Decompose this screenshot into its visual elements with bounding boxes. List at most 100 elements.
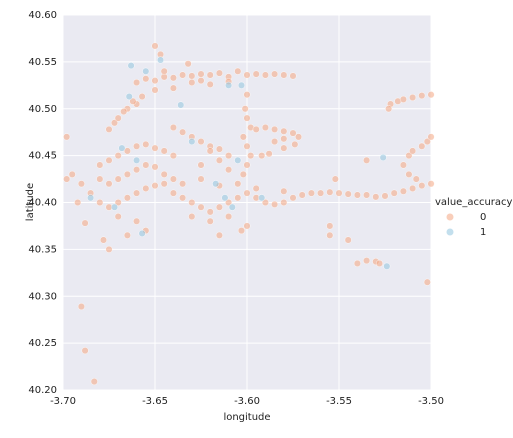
point <box>114 198 122 206</box>
point <box>423 278 431 286</box>
point <box>169 175 177 183</box>
point <box>271 138 279 146</box>
point <box>423 138 431 146</box>
point <box>344 190 352 198</box>
point <box>169 189 177 197</box>
point <box>289 129 297 137</box>
point <box>215 156 223 164</box>
point <box>105 156 113 164</box>
point <box>385 105 393 113</box>
point <box>399 161 407 169</box>
point <box>114 114 122 122</box>
point <box>225 81 233 89</box>
point <box>151 144 159 152</box>
point <box>151 77 159 85</box>
point <box>123 231 131 239</box>
point <box>225 213 233 221</box>
point <box>142 140 150 148</box>
point <box>372 193 380 201</box>
point <box>418 142 426 150</box>
point <box>258 194 266 202</box>
point <box>225 198 233 206</box>
point <box>243 161 251 169</box>
y-tick-label: 40.50 <box>28 104 57 115</box>
point <box>212 180 220 188</box>
point <box>142 75 150 83</box>
point <box>252 70 260 78</box>
point <box>298 191 306 199</box>
point <box>409 147 417 155</box>
point <box>353 191 361 199</box>
point <box>125 93 133 101</box>
point <box>375 259 383 267</box>
y-tick-label: 40.55 <box>28 57 57 68</box>
point <box>331 175 339 183</box>
point <box>317 189 325 197</box>
point <box>215 69 223 77</box>
x-tick-label: -3.55 <box>326 396 352 407</box>
point <box>96 175 104 183</box>
point <box>280 127 288 135</box>
legend-marker <box>446 228 454 236</box>
point <box>280 198 288 206</box>
point <box>237 81 245 89</box>
point <box>133 166 141 174</box>
legend-label: 0 <box>480 212 486 223</box>
point <box>405 152 413 160</box>
point <box>111 203 119 211</box>
y-axis-label: latitude <box>25 183 36 221</box>
point <box>390 189 398 197</box>
point <box>123 194 131 202</box>
point <box>383 262 391 270</box>
point <box>280 71 288 79</box>
point <box>179 71 187 79</box>
point <box>133 78 141 86</box>
point <box>261 71 269 79</box>
point <box>179 180 187 188</box>
point <box>427 180 435 188</box>
point <box>188 138 196 146</box>
point <box>151 86 159 94</box>
point <box>197 138 205 146</box>
point <box>77 180 85 188</box>
point <box>412 175 420 183</box>
x-tick-label: -3.70 <box>50 396 76 407</box>
point <box>381 192 389 200</box>
y-tick-label: 40.45 <box>28 151 57 162</box>
legend-title: value_accuracy <box>435 197 513 208</box>
point <box>160 180 168 188</box>
point <box>243 91 251 99</box>
point <box>252 184 260 192</box>
point <box>307 189 315 197</box>
point <box>157 56 165 64</box>
point <box>123 147 131 155</box>
point <box>243 142 251 150</box>
point <box>418 92 426 100</box>
point <box>215 203 223 211</box>
point <box>409 184 417 192</box>
point <box>105 180 113 188</box>
y-tick-label: 40.25 <box>28 338 57 349</box>
point <box>96 198 104 206</box>
point <box>133 156 141 164</box>
point <box>74 198 82 206</box>
x-tick-label: -3.50 <box>418 396 444 407</box>
point <box>105 245 113 253</box>
y-tick-label: 40.60 <box>28 10 57 21</box>
point <box>252 125 260 133</box>
point <box>77 303 85 311</box>
point <box>87 194 95 202</box>
point <box>188 198 196 206</box>
point <box>197 161 205 169</box>
point <box>237 227 245 235</box>
point <box>188 72 196 80</box>
point <box>138 229 146 237</box>
point <box>197 77 205 85</box>
point <box>271 200 279 208</box>
point <box>151 163 159 171</box>
point <box>353 259 361 267</box>
point <box>225 166 233 174</box>
point <box>261 198 269 206</box>
point <box>258 152 266 160</box>
